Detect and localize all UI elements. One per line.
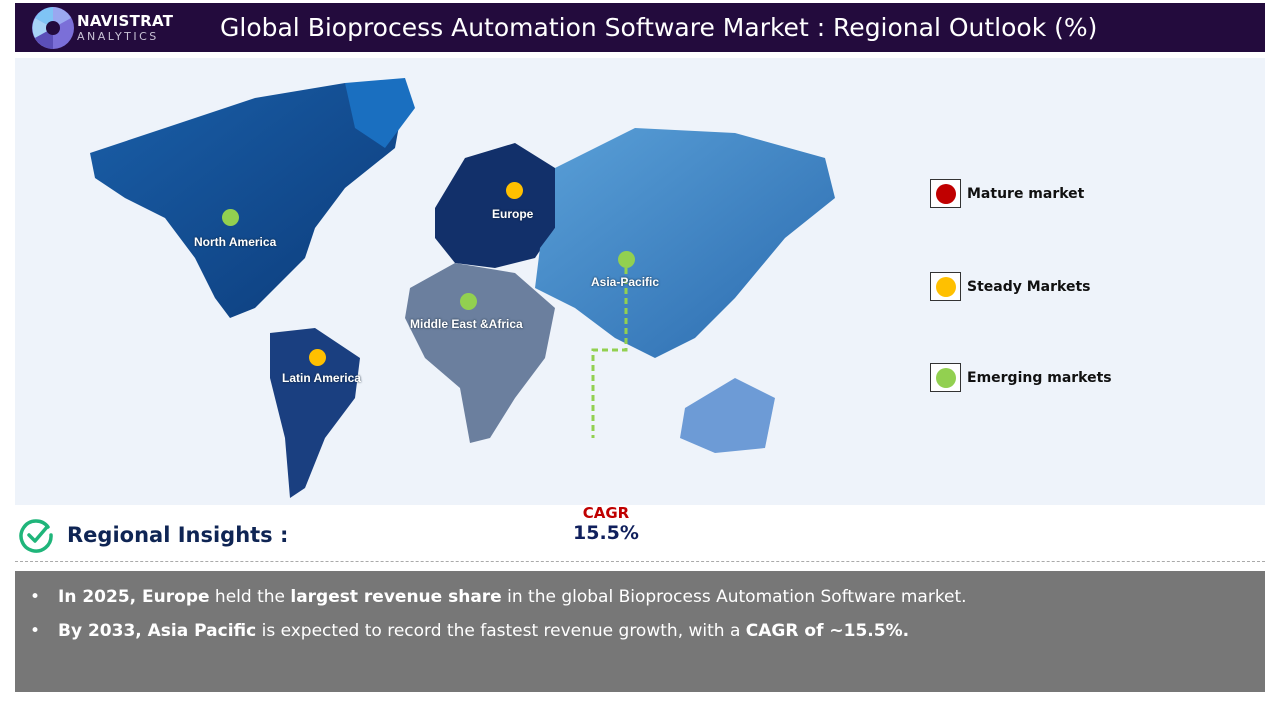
check-circle-icon	[19, 519, 53, 553]
insight-bullet-2: • By 2033, Asia Pacific is expected to re…	[30, 621, 910, 641]
cagr-connector-line	[591, 268, 628, 438]
africa-shape	[405, 263, 555, 443]
world-map-shapes	[90, 78, 835, 498]
north-america-marker	[222, 209, 239, 226]
region-label: Latin America	[282, 371, 361, 385]
navistrat-logo-icon	[32, 7, 74, 49]
divider	[15, 561, 1265, 562]
asia-pacific-marker	[618, 251, 635, 268]
legend-steady: Steady Markets	[930, 272, 1090, 301]
world-map: North America Europe Asia-Pacific Middle…	[15, 58, 1265, 544]
europe-shape	[435, 143, 555, 268]
green-dot-icon	[935, 367, 956, 388]
australia-shape	[680, 378, 775, 453]
europe-marker	[506, 182, 523, 199]
insights-title: Regional Insights :	[67, 523, 289, 547]
header-bar: NAVISTRAT ANALYTICS Global Bioprocess Au…	[15, 3, 1265, 52]
asia-shape	[535, 128, 835, 358]
legend-mature: Mature market	[930, 179, 1084, 208]
brand-sub: ANALYTICS	[77, 30, 159, 43]
cagr-callout: CAGR 15.5%	[573, 504, 639, 544]
legend-label: Mature market	[967, 185, 1085, 202]
yellow-dot-icon	[935, 276, 956, 297]
region-label: Asia-Pacific	[591, 275, 660, 289]
latin-america-shape	[270, 328, 360, 498]
region-label: Europe	[492, 207, 534, 221]
region-label: Middle East &Africa	[410, 317, 523, 331]
legend-emerging: Emerging markets	[930, 363, 1112, 392]
latin-america-marker	[309, 349, 326, 366]
legend-label: Emerging markets	[967, 369, 1112, 386]
mea-marker	[460, 293, 477, 310]
insight-bullet-1: • In 2025, Europe held the largest revenu…	[30, 587, 967, 607]
cagr-value: 15.5%	[573, 522, 639, 544]
region-label: North America	[194, 235, 277, 249]
cagr-label: CAGR	[582, 504, 630, 522]
brand-name: NAVISTRAT	[77, 12, 174, 30]
legend-label: Steady Markets	[967, 278, 1091, 295]
insights-box	[15, 571, 1265, 692]
page-title: Global Bioprocess Automation Software Ma…	[220, 13, 1098, 42]
greenland-shape	[345, 78, 415, 148]
north-america-shape	[90, 83, 405, 318]
red-dot-icon	[935, 183, 956, 204]
